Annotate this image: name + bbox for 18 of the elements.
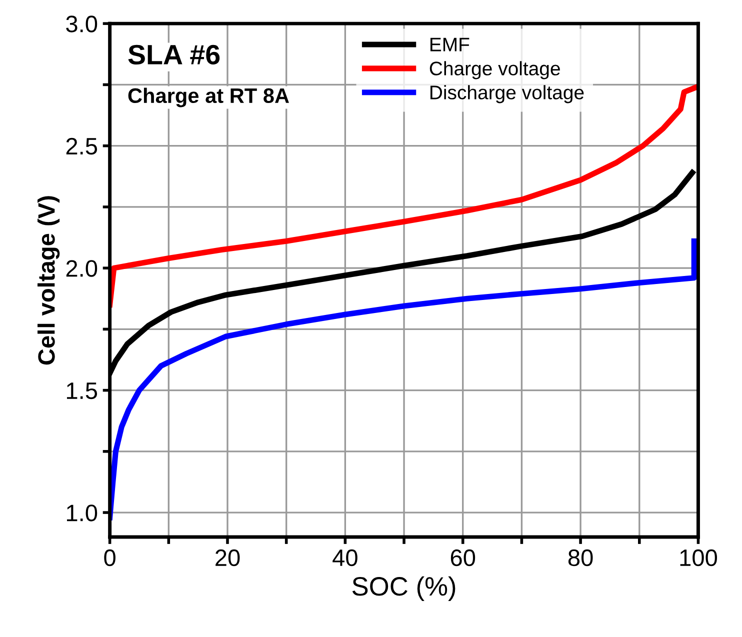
annotation: Charge at RT 8A: [128, 88, 289, 108]
legend-label: Discharge voltage: [430, 85, 584, 104]
y-tick-label: 2.5: [66, 138, 98, 155]
legend-label: Charge voltage: [430, 61, 560, 80]
x-tick-label: 0: [104, 549, 116, 566]
y-tick-label: 1.0: [66, 504, 98, 522]
x-tick-label: 40: [332, 549, 358, 566]
y-tick-label: 1.5: [66, 382, 98, 400]
x-tick-label: 60: [450, 549, 476, 566]
legend-label: EMF: [430, 38, 470, 52]
x-tick-label: 20: [216, 549, 240, 566]
y-tick-label: 2.0: [66, 260, 98, 277]
x-tick-label: 80: [568, 549, 593, 566]
y-axis-title: Cell voltage (V): [38, 196, 60, 365]
annotation: SLA #6: [128, 44, 220, 65]
x-tick-label: 100: [680, 549, 717, 566]
x-axis-title: SOC (%): [352, 576, 456, 601]
y-tick-label: 3.0: [66, 16, 98, 32]
